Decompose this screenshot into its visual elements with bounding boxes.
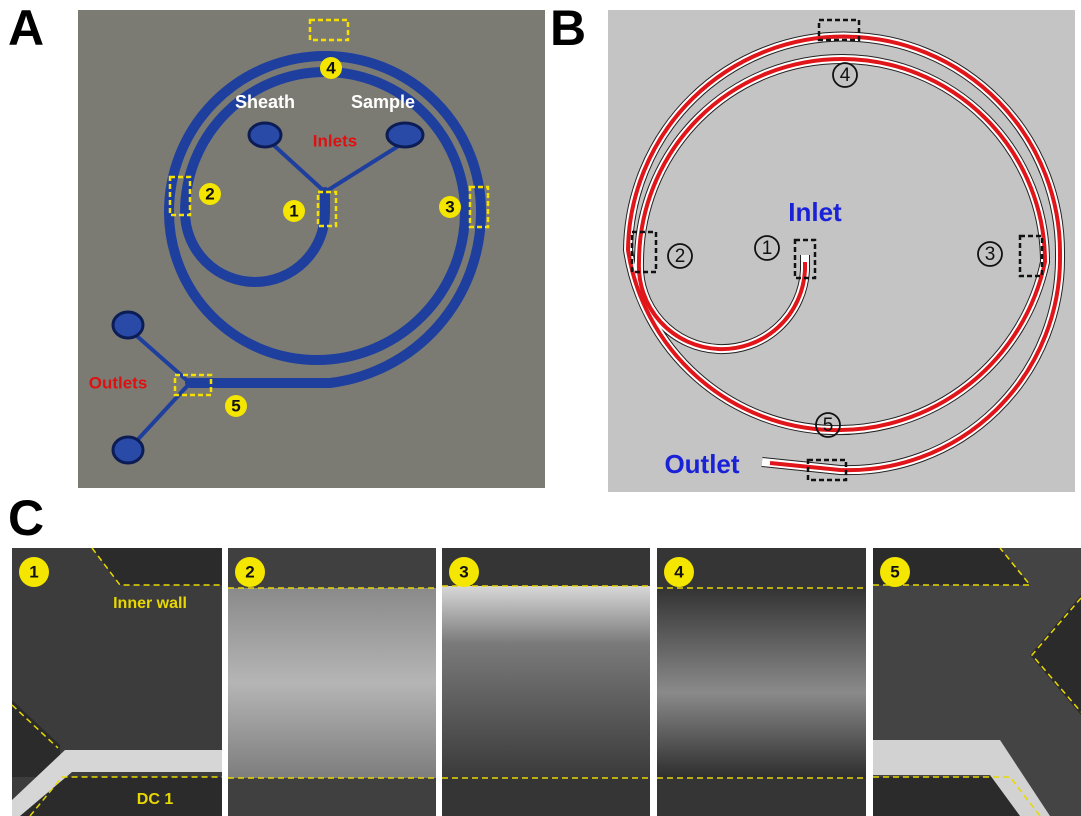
port <box>249 123 281 147</box>
marker: 2 <box>205 184 214 203</box>
marker: 1 <box>762 238 773 259</box>
dc-label: DC 1 <box>137 791 174 808</box>
marker: 1 <box>289 201 298 220</box>
c-tiles <box>12 548 1081 816</box>
marker: 3 <box>445 197 454 216</box>
marker: 2 <box>675 246 686 267</box>
stream <box>657 588 866 778</box>
stream <box>228 588 436 778</box>
panel-label: B <box>550 0 586 56</box>
marker: 3 <box>985 244 996 265</box>
marker: 3 <box>459 562 468 581</box>
figure: A 1 2 3 4 5 Sheath Sample Inlets Outlets… <box>0 0 1081 816</box>
port <box>387 123 423 147</box>
marker: 5 <box>890 562 899 581</box>
inlet-label: Inlet <box>788 197 842 227</box>
marker: 1 <box>29 562 38 581</box>
marker: 5 <box>231 396 240 415</box>
marker: 4 <box>840 65 851 86</box>
marker: 4 <box>674 562 684 581</box>
marker: 2 <box>245 562 254 581</box>
port <box>113 437 143 463</box>
port <box>113 312 143 338</box>
panel-label: C <box>8 490 44 546</box>
marker: 5 <box>823 415 834 436</box>
inlets-label: Inlets <box>313 131 357 150</box>
stream <box>442 586 650 778</box>
inner-wall-label: Inner wall <box>113 595 187 612</box>
inlet-name: Sheath <box>235 92 295 112</box>
marker: 4 <box>326 58 336 77</box>
inlet-name: Sample <box>351 92 415 112</box>
panel-label: A <box>8 0 44 56</box>
outlet-label: Outlet <box>664 449 739 479</box>
outlets-label: Outlets <box>89 373 148 392</box>
image-tile <box>873 548 1081 816</box>
